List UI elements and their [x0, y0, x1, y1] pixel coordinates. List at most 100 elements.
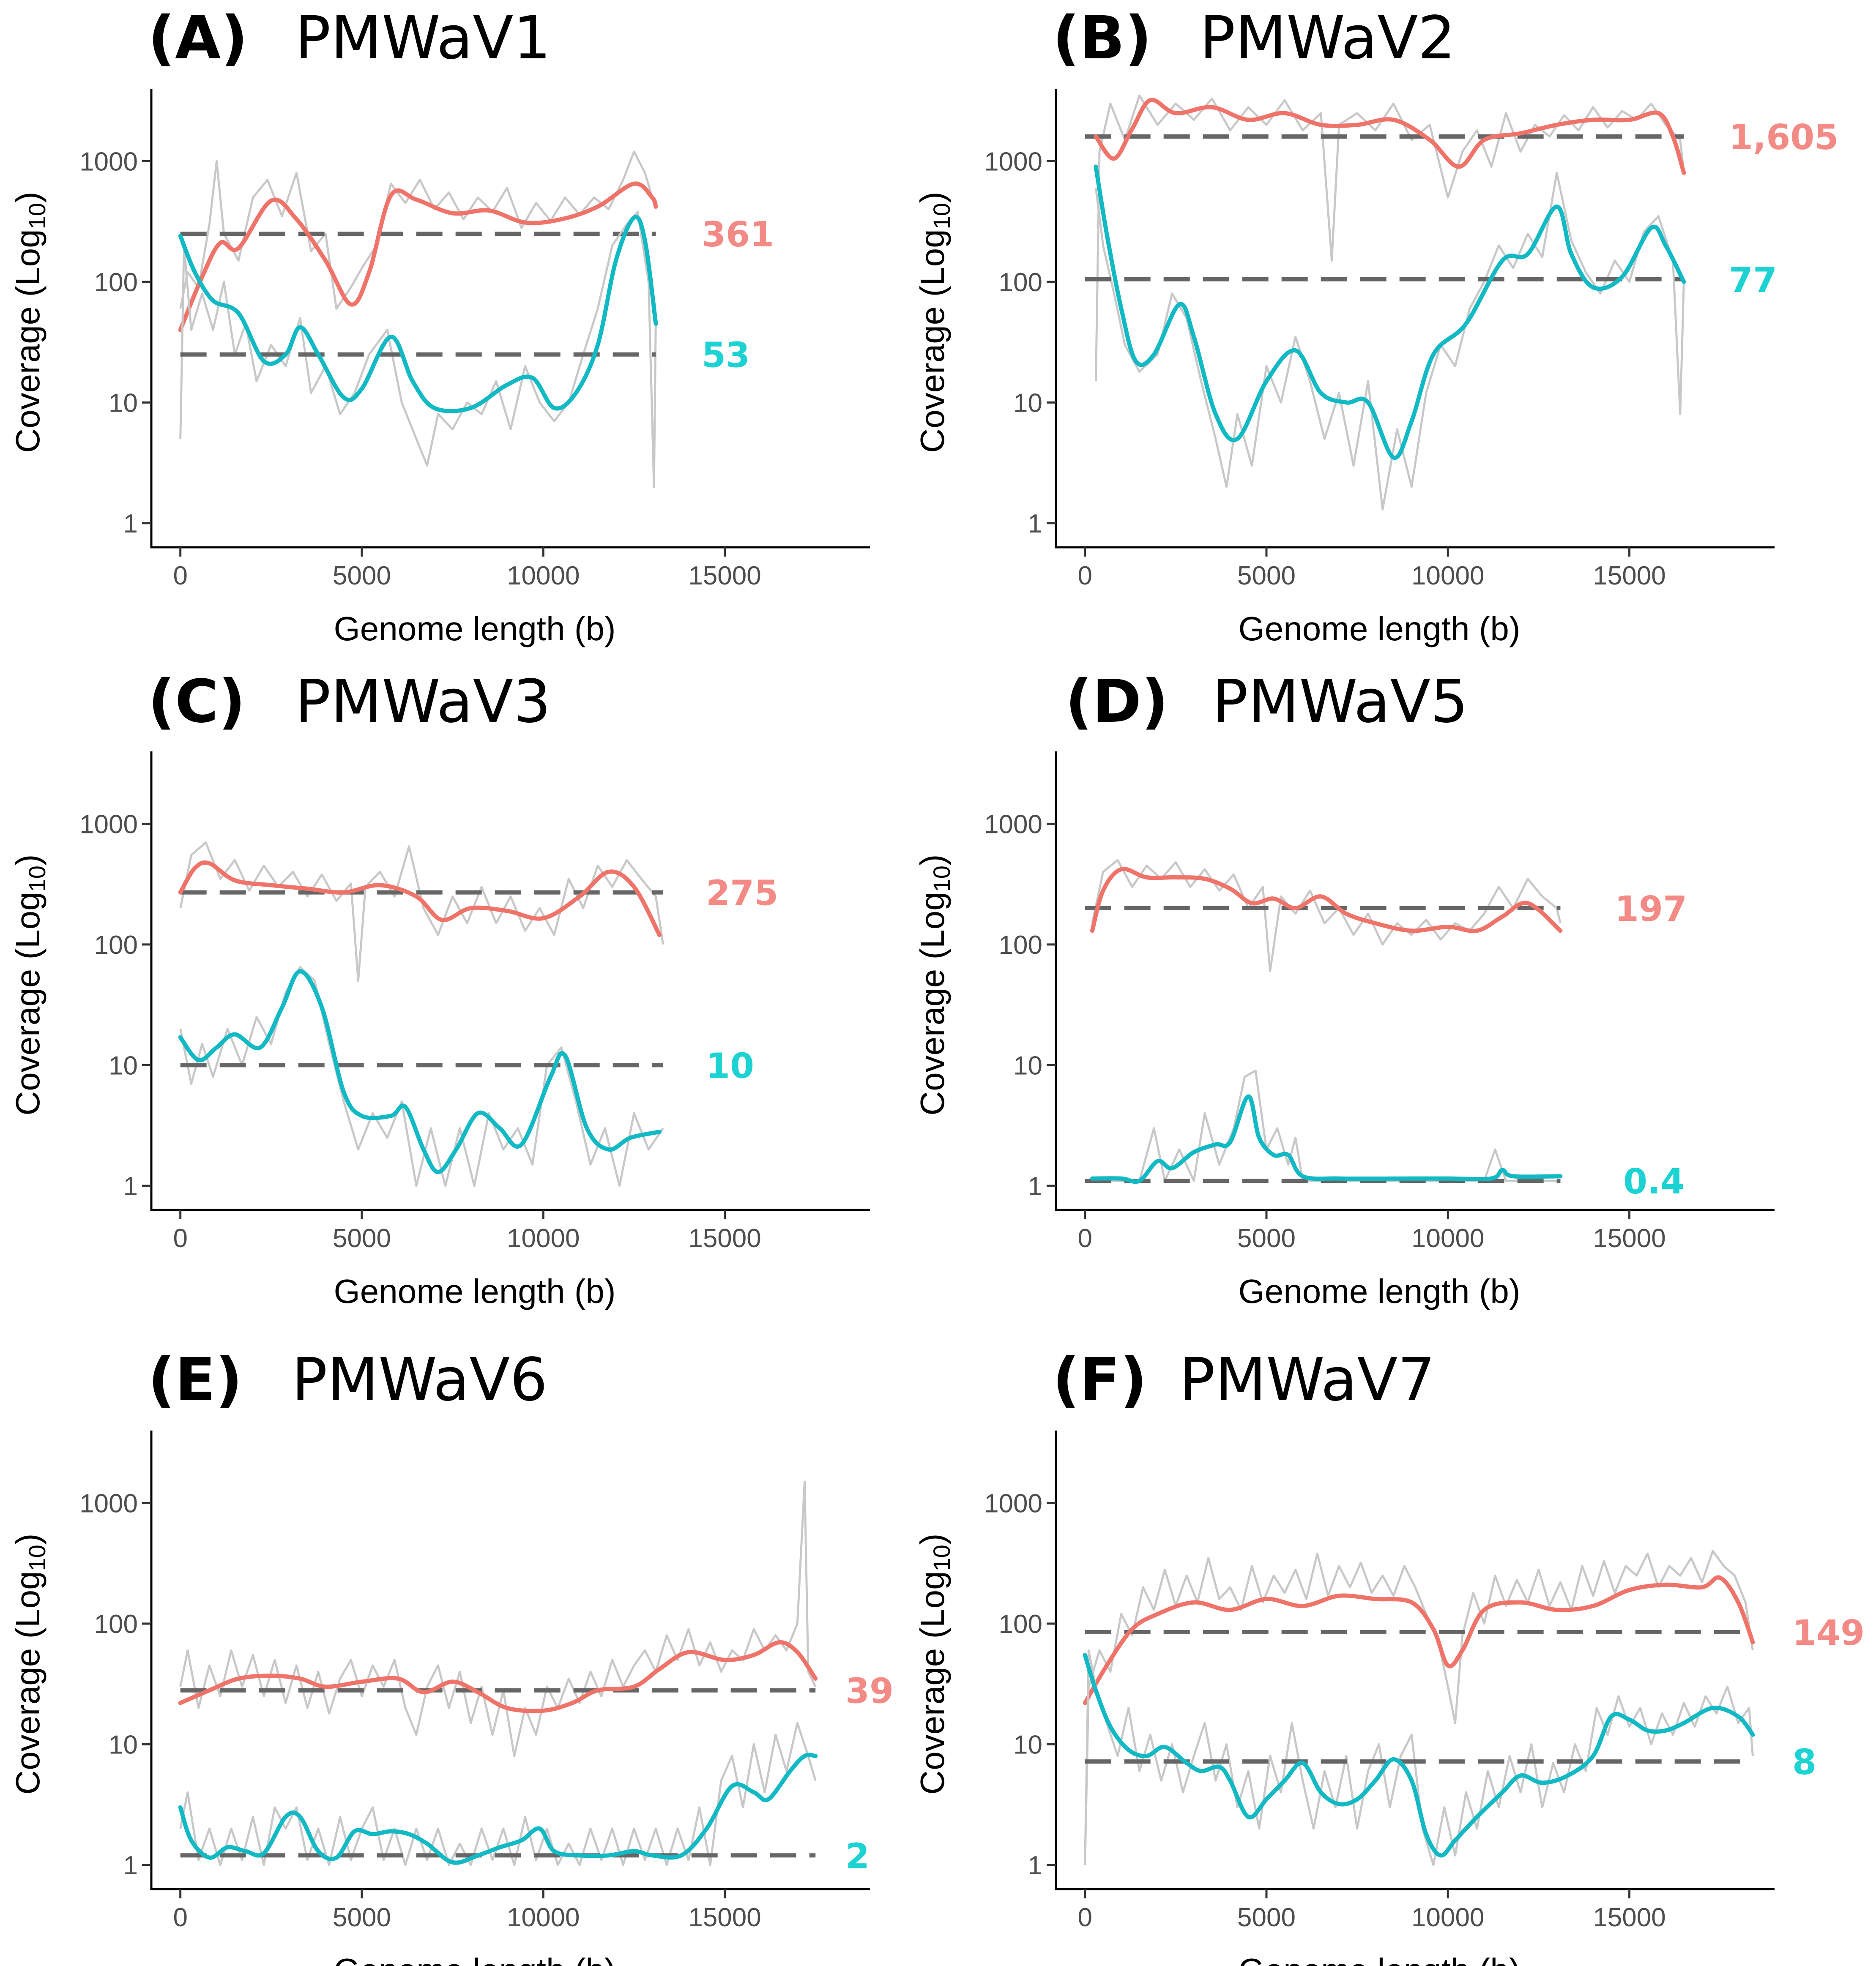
y-axis-label: Coverage (Log10): [913, 191, 955, 453]
y-tick-label: 1: [1028, 1851, 1042, 1880]
x-tick-label: 15000: [688, 561, 761, 590]
smoothed-line-upper: [178, 181, 658, 332]
y-tick-label: 100: [94, 1610, 138, 1639]
x-tick-label: 15000: [688, 1903, 761, 1932]
y-tick-label: 10: [109, 1051, 138, 1080]
smoothed-line-lower: [178, 1753, 818, 1865]
x-tick-label: 10000: [507, 1224, 580, 1253]
smoothed-line-upper: [178, 1640, 818, 1713]
y-tick-label: 100: [999, 268, 1042, 297]
value-label-lower: 53: [702, 336, 750, 376]
y-tick-label: 10: [109, 1730, 138, 1759]
value-label-lower: 0.4: [1623, 1162, 1685, 1202]
x-tick-label: 0: [173, 1903, 187, 1932]
y-tick-label: 1: [1028, 1172, 1042, 1201]
x-tick-label: 5000: [333, 1224, 391, 1253]
y-tick-label: 100: [94, 931, 138, 960]
x-tick-label: 15000: [688, 1224, 761, 1253]
panel-title: PMWaV6: [292, 1346, 547, 1414]
y-tick-label: 100: [999, 931, 1042, 960]
value-label-upper: 197: [1615, 889, 1687, 929]
y-tick-label: 1000: [79, 810, 138, 839]
x-tick-label: 5000: [1237, 1224, 1296, 1253]
panel-title: PMWaV1: [295, 4, 551, 73]
panel-letter: (E): [148, 1346, 243, 1414]
smoothed-line-upper: [178, 860, 662, 937]
raw-coverage-trace-lower: [179, 966, 664, 1187]
panel-title: PMWaV3: [295, 667, 551, 736]
x-tick-label: 10000: [507, 1903, 580, 1932]
y-axis-label: Coverage (Log10): [9, 191, 50, 453]
x-tick-label: 0: [1077, 561, 1092, 590]
value-label-lower: 2: [845, 1836, 870, 1876]
y-tick-label: 1: [123, 1851, 138, 1880]
x-tick-label: 0: [1077, 1224, 1092, 1253]
y-tick-label: 10: [1013, 1051, 1042, 1080]
y-tick-label: 10: [1013, 388, 1042, 418]
raw-coverage-trace-lower: [1094, 172, 1685, 511]
x-axis-label: Genome length (b): [1238, 1952, 1520, 1966]
value-label-lower: 8: [1792, 1742, 1816, 1783]
value-label-lower: 77: [1729, 260, 1777, 300]
x-tick-label: 15000: [1593, 1224, 1665, 1253]
smoothed-line-lower: [178, 969, 662, 1174]
panel-title: PMWaV7: [1179, 1346, 1435, 1414]
y-tick-label: 100: [94, 268, 138, 297]
raw-coverage-trace-upper: [179, 1480, 817, 1757]
smoothed-line-upper: [1083, 1575, 1755, 1705]
raw-coverage-trace-lower: [179, 210, 657, 488]
x-tick-label: 10000: [507, 561, 580, 590]
value-label-lower: 10: [706, 1046, 754, 1086]
x-tick-label: 5000: [1237, 561, 1296, 590]
panel-letter: (B): [1053, 4, 1152, 73]
y-axis-label: Coverage (Log10): [9, 1533, 50, 1794]
x-tick-label: 0: [173, 561, 187, 590]
x-tick-label: 0: [173, 1224, 187, 1253]
y-tick-label: 100: [999, 1610, 1042, 1639]
y-tick-label: 1000: [984, 810, 1042, 839]
y-axis-label: Coverage (Log10): [913, 854, 955, 1115]
panel-letter: (C): [148, 667, 246, 736]
raw-coverage-trace-lower: [1084, 1649, 1754, 1866]
value-label-upper: 39: [845, 1671, 894, 1712]
smoothed-line-lower: [1090, 1094, 1563, 1184]
x-axis-label: Genome length (b): [1238, 1272, 1520, 1310]
y-tick-label: 1000: [79, 147, 138, 176]
panel-letter: (A): [148, 4, 248, 73]
smoothed-line-lower: [1083, 1653, 1755, 1858]
x-tick-label: 10000: [1411, 1224, 1484, 1253]
y-tick-label: 1: [1028, 509, 1042, 538]
y-tick-label: 1000: [984, 147, 1042, 176]
raw-coverage-trace-lower: [179, 1722, 817, 1866]
x-tick-label: 5000: [1237, 1903, 1296, 1932]
value-label-upper: 149: [1792, 1613, 1865, 1653]
panel-letter: (D): [1065, 667, 1168, 736]
y-tick-label: 1: [123, 1172, 138, 1201]
chart-panel: (F)PMWaV71101001000050001000015000Genome…: [913, 1346, 1865, 1966]
smoothed-line-upper: [1090, 867, 1563, 934]
smoothed-line-upper: [1094, 98, 1686, 175]
x-tick-label: 15000: [1593, 561, 1665, 590]
raw-coverage-trace-upper: [179, 841, 665, 982]
value-label-upper: 1,605: [1729, 117, 1838, 158]
chart-panel: (E)PMWaV61101001000050001000015000Genome…: [9, 1346, 894, 1966]
raw-coverage-trace-upper: [1084, 1550, 1754, 1865]
y-tick-label: 10: [109, 388, 138, 418]
value-label-upper: 361: [702, 215, 774, 255]
y-axis-label: Coverage (Log10): [9, 854, 50, 1115]
x-axis-label: Genome length (b): [334, 1952, 615, 1966]
x-axis-label: Genome length (b): [334, 1272, 615, 1310]
smoothed-line-lower: [178, 215, 658, 413]
y-axis-label: Coverage (Log10): [913, 1533, 955, 1794]
x-tick-label: 5000: [333, 1903, 391, 1932]
x-axis-label: Genome length (b): [1238, 610, 1520, 647]
y-tick-label: 1000: [79, 1489, 138, 1518]
panel-title: PMWaV5: [1212, 667, 1468, 736]
x-axis-label: Genome length (b): [334, 610, 615, 647]
y-tick-label: 10: [1013, 1730, 1042, 1759]
